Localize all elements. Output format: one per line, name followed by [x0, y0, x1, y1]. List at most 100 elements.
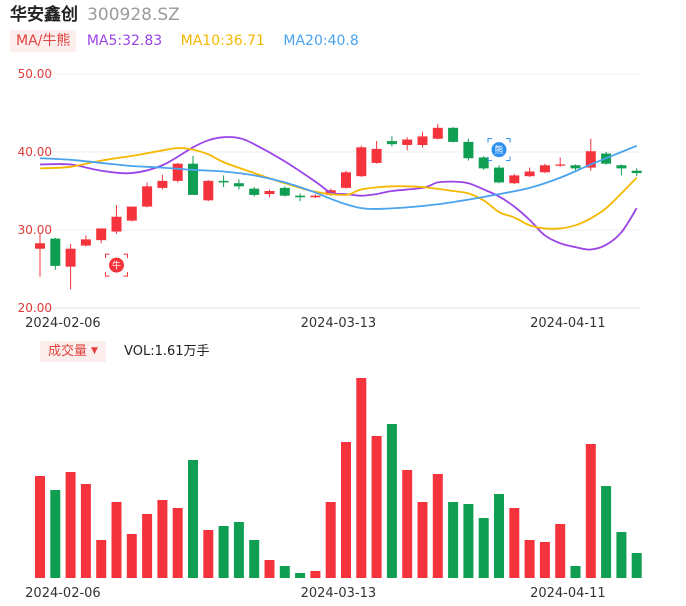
candle [188, 155, 198, 195]
volume-bar [142, 514, 153, 578]
candle [96, 228, 107, 244]
ma10-line [39, 147, 638, 230]
volume-bar [233, 522, 244, 578]
volume-bar [356, 378, 367, 578]
volume-bar [249, 540, 260, 578]
x-tick-label: 2024-02-06 [25, 316, 101, 331]
volume-bar [80, 484, 91, 578]
x-tick-label: 2024-03-13 [301, 316, 377, 331]
volume-legend: 成交量 ▼ VOL:1.61万手 [40, 341, 210, 362]
ma-toggle-button[interactable]: MA/牛熊 [10, 30, 77, 52]
candle [356, 145, 367, 177]
volume-bar [631, 553, 642, 578]
marker-corner [123, 253, 128, 259]
volume-bar [111, 502, 122, 578]
candle-body [402, 139, 413, 145]
candle-body [585, 151, 596, 168]
candle [142, 182, 153, 208]
candle-body [631, 170, 642, 174]
candle-body [509, 175, 520, 184]
stock-name: 华安鑫创 [10, 5, 78, 25]
volume-bar [35, 476, 45, 578]
candle-body [188, 163, 198, 195]
marker-corner [487, 138, 492, 143]
candle-body [142, 186, 153, 207]
candle-body [249, 188, 260, 195]
volume-bar [402, 470, 413, 578]
candle [463, 138, 474, 161]
candle-body [524, 171, 535, 177]
volume-bar [478, 518, 489, 578]
volume-bar [188, 460, 198, 578]
volume-bar [386, 424, 397, 578]
marker-corner [506, 138, 511, 143]
candle-body [478, 157, 489, 169]
candle-body [555, 164, 566, 166]
ma20-line [39, 144, 638, 210]
volume-info: VOL:1.61万手 [124, 344, 210, 359]
y-tick-label: 30.00 [18, 223, 52, 237]
candle-body [356, 147, 367, 177]
volume-bar [463, 504, 474, 578]
volume-bar [157, 500, 168, 578]
volume-bar [601, 486, 612, 578]
price-axis: 20.00 30.00 40.00 50.00 [18, 67, 52, 315]
ma-legend: MA/牛熊 MA5:32.83 MA10:36.71 MA20:40.8 [10, 30, 373, 52]
candle [203, 180, 214, 202]
volume-bar [432, 474, 443, 578]
volume-bar [264, 560, 275, 578]
volume-bar [218, 526, 229, 578]
candle [126, 206, 137, 222]
candle-body [310, 195, 321, 198]
candle [65, 244, 76, 290]
candle-body [371, 148, 382, 163]
candle [432, 123, 443, 140]
candle [402, 137, 413, 151]
bull-icon: 牛 [105, 253, 128, 277]
volume-bar [448, 502, 459, 578]
candle [295, 193, 306, 202]
ma10-legend: MA10:36.71 [180, 33, 265, 49]
candle [570, 164, 581, 171]
volume-toggle-button[interactable]: 成交量 ▼ [40, 341, 106, 362]
candle-body [463, 141, 474, 159]
volume-bar [555, 524, 566, 578]
volume-bar [371, 436, 382, 578]
y-tick-label: 50.00 [18, 67, 52, 81]
x-tick-label: 2024-03-13 [301, 586, 377, 601]
candle [386, 136, 397, 147]
candle-body [157, 180, 168, 188]
candle-body [203, 180, 214, 201]
stock-code: 300928.SZ [87, 5, 180, 25]
candle [539, 163, 550, 174]
candle [233, 179, 244, 190]
candle-body [264, 191, 275, 195]
x-tick-label: 2024-04-11 [530, 586, 606, 601]
marker-label: 熊 [494, 144, 503, 156]
volume-bars [35, 378, 642, 578]
volume-bar [494, 494, 504, 578]
candle-body [233, 183, 244, 187]
candle [371, 141, 382, 164]
candle-body [96, 228, 107, 241]
candle-body [432, 127, 443, 139]
volume-bar [310, 571, 321, 578]
volume-bar [570, 566, 581, 578]
candle-body [50, 238, 61, 266]
moving-average-lines [39, 136, 638, 251]
candle-body [386, 141, 397, 145]
candle-body [448, 127, 459, 142]
volume-bar [203, 530, 214, 578]
candlesticks [35, 123, 642, 290]
marker-corner [487, 156, 492, 162]
volume-bar [50, 490, 61, 578]
x-tick-label: 2024-04-11 [530, 316, 606, 331]
candle-body [616, 165, 627, 169]
candle [111, 205, 122, 234]
candle [448, 127, 459, 143]
candle-body [65, 248, 76, 267]
stock-header: 华安鑫创 300928.SZ [10, 4, 180, 26]
marker-badge [109, 257, 124, 273]
candle [218, 175, 229, 188]
